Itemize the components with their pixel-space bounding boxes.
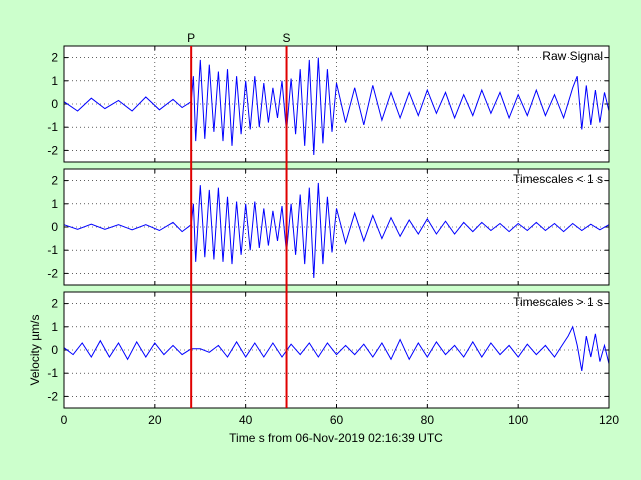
- axes-frame: [63, 291, 610, 409]
- panel-label: Timescales > 1 s: [513, 295, 603, 309]
- y-tick-label: 2: [51, 174, 58, 188]
- raw-signal-panel: -2 -1 0 1 2 Raw Signal: [47, 45, 610, 163]
- y-tick-label: 1: [51, 320, 58, 334]
- y-tick-label: -1: [47, 243, 58, 257]
- x-tick-label: 120: [599, 413, 619, 427]
- y-tick-label: 1: [51, 197, 58, 211]
- panel-label: Timescales < 1 s: [513, 172, 603, 186]
- axes-frame: [63, 168, 610, 286]
- y-tick-label: -2: [47, 389, 58, 403]
- x-tick-label: 20: [148, 413, 162, 427]
- y-tick-label: 1: [51, 74, 58, 88]
- y-axis-label: Velocity µm/s: [28, 315, 42, 386]
- y-tick-label: -1: [47, 366, 58, 380]
- y-tick-label: -2: [47, 266, 58, 280]
- short-timescale-panel: -2 -1 0 1 2 Timescales < 1 s: [47, 168, 610, 286]
- x-tick-label: 60: [330, 413, 344, 427]
- x-tick-label: 0: [61, 413, 68, 427]
- y-tick-label: 2: [51, 51, 58, 65]
- x-tick-label: 80: [421, 413, 435, 427]
- long-timescale-panel: -2 -1 0 1 2 Timescales > 1 s 0 20 40 60 80 100 120: [47, 291, 619, 427]
- phase-marker-label: P: [187, 31, 195, 45]
- y-tick-label: 0: [51, 97, 58, 111]
- y-tick-label: 0: [51, 220, 58, 234]
- signal-line: [63, 182, 610, 279]
- y-tick-label: -2: [47, 143, 58, 157]
- signal-line: [63, 57, 610, 156]
- axes-frame: [63, 45, 610, 163]
- y-tick-label: 2: [51, 297, 58, 311]
- x-axis-label: Time s from 06-Nov-2019 02:16:39 UTC: [229, 431, 443, 445]
- x-tick-label: 40: [239, 413, 253, 427]
- signal-line: [63, 325, 610, 371]
- y-tick-label: -1: [47, 120, 58, 134]
- phase-marker-label: S: [283, 31, 291, 45]
- panel-label: Raw Signal: [542, 49, 603, 63]
- x-tick-label: 100: [508, 413, 528, 427]
- y-tick-label: 0: [51, 343, 58, 357]
